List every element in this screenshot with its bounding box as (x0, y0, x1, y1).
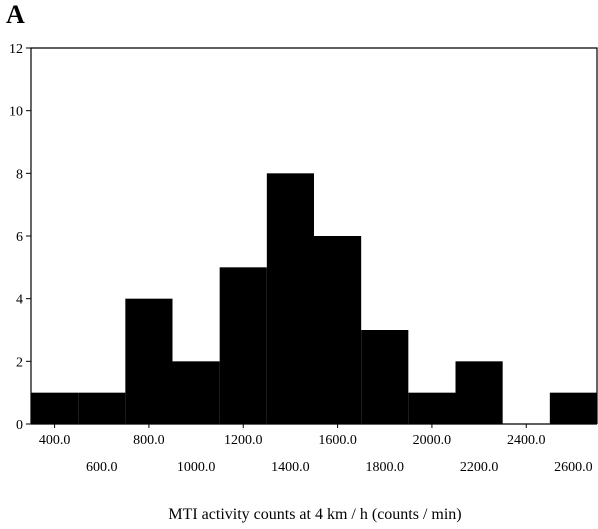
y-axis: 0 2 4 6 8 10 12 (9, 42, 31, 433)
bar-500-700 (78, 392, 126, 424)
bar-700-900 (125, 298, 173, 424)
bar-900-1100 (172, 361, 220, 424)
x-tick-label: 1400.0 (271, 460, 310, 475)
y-tick-label: 8 (16, 167, 23, 182)
y-tick-label: 4 (16, 293, 23, 308)
bar-1900-2100 (408, 392, 456, 424)
x-tick-label: 2000.0 (413, 433, 452, 448)
x-tick-label: 400.0 (39, 433, 71, 448)
bar-2100-2300 (455, 361, 503, 424)
bar-300-500 (31, 392, 79, 424)
y-tick-label: 0 (16, 418, 23, 433)
bar-1500-1700 (314, 236, 362, 424)
x-tick-label: 1000.0 (177, 460, 216, 475)
x-axis: 400.0 800.0 1200.0 1600.0 2000.0 2400.0 600.0 1… (39, 424, 593, 475)
x-tick-label: 1800.0 (366, 460, 405, 475)
plot-area (30, 47, 598, 425)
x-tick-label: 2400.0 (507, 433, 546, 448)
y-tick-label: 6 (16, 230, 23, 245)
y-tick-label: 12 (9, 42, 23, 57)
y-tick-label: 10 (9, 105, 23, 120)
y-tick-label: 2 (16, 355, 23, 370)
x-tick-label: 2200.0 (460, 460, 499, 475)
bar-1100-1300 (219, 267, 267, 424)
panel-label: A (6, 0, 25, 29)
x-axis-label: MTI activity counts at 4 km / h (counts … (168, 506, 461, 523)
bar-1300-1500 (266, 173, 314, 424)
x-tick-label: 600.0 (86, 460, 118, 475)
bar-1700-1900 (361, 330, 409, 424)
bar-2500-2700 (549, 392, 597, 424)
x-tick-label: 800.0 (133, 433, 165, 448)
x-tick-label: 1600.0 (318, 433, 357, 448)
x-tick-label: 1200.0 (224, 433, 263, 448)
x-tick-label: 2600.0 (554, 460, 593, 475)
